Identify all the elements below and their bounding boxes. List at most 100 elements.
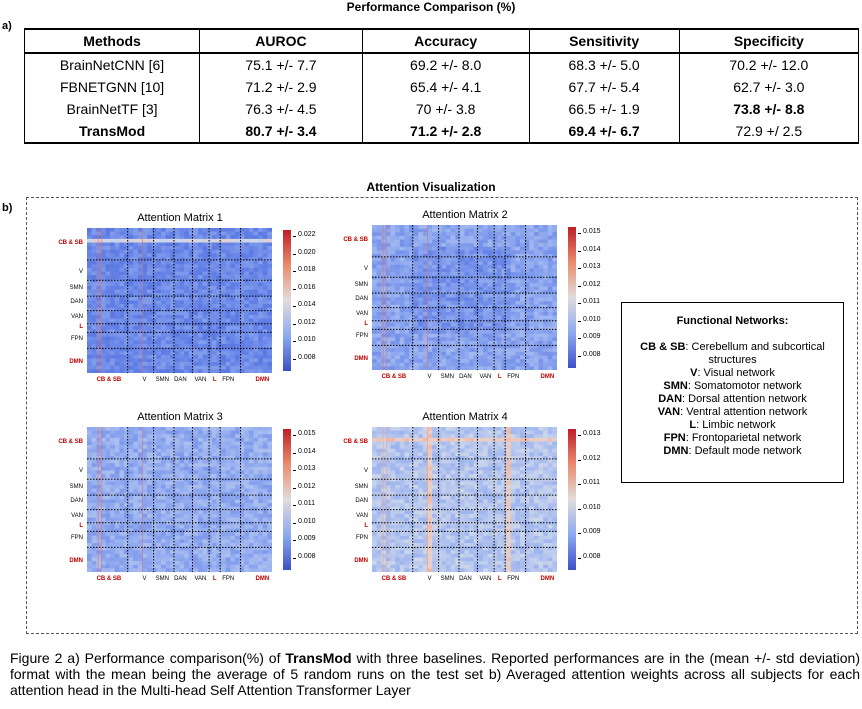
y-axis-label: VAN: [356, 512, 368, 519]
x-axis-label: CB & SB: [381, 576, 407, 582]
x-axis-label: VAN: [194, 576, 207, 582]
y-axis-label: DMN: [354, 557, 368, 564]
legend-desc: : Ventral attention network: [680, 406, 808, 418]
legend-desc: : Default mode network: [688, 445, 802, 457]
legend-item: L: Limbic network: [622, 419, 843, 432]
y-axis-label: DAN: [355, 296, 368, 303]
colorbar-tick: 0.013: [293, 465, 316, 473]
x-axis-label: CB & SB: [96, 576, 122, 582]
table-row: TransMod 80.7 +/- 3.4 71.2 +/- 2.8 69.4 +/-…: [23, 120, 860, 144]
colorbar-tick: 0.020: [293, 248, 316, 256]
y-axis-label: DMN: [354, 355, 368, 362]
table-row: FBNETGNN [10] 71.2 +/- 2.9 65.4 +/- 4.1 67.…: [23, 76, 860, 98]
x-axis-label: V: [427, 576, 432, 582]
x-axis-label: CB & SB: [381, 374, 407, 380]
table-cell: BrainNetCNN [6]: [23, 53, 201, 76]
colorbar-tick: 0.008: [578, 351, 601, 358]
visualization-frame: [26, 197, 858, 634]
x-axis-label: L: [212, 576, 217, 582]
legend-desc: : Visual network: [697, 367, 775, 379]
table-cell: 66.5 +/- 1.9: [528, 98, 680, 120]
y-axis-label: VAN: [71, 313, 83, 320]
matrix-title: Attention Matrix 3: [137, 411, 223, 423]
table-cell: 71.2 +/- 2.9: [199, 76, 363, 98]
table-cell: 71.2 +/- 2.8: [361, 120, 530, 144]
x-axis-label: DMN: [255, 377, 270, 383]
colorbar-tick: 0.014: [578, 245, 601, 253]
colorbar-tick: 0.015: [578, 228, 601, 235]
table-header-row: Methods AUROC Accuracy Sensitivity Speci…: [23, 28, 860, 54]
y-axis-label: DAN: [355, 498, 368, 505]
y-axis-label: V: [363, 467, 368, 474]
y-axis-label: FPN: [71, 335, 83, 342]
table-cell: 69.2 +/- 8.0: [361, 53, 530, 76]
x-axis-label: FPN: [507, 576, 520, 582]
legend-item: DAN: Dorsal attention network: [622, 393, 843, 406]
colorbar-tick: 0.014: [293, 447, 316, 455]
table-row: BrainNetTF [3] 76.3 +/- 4.5 70 +/- 3.8 66.5…: [23, 98, 860, 120]
colorbar-tick: 0.010: [293, 517, 316, 525]
colorbar-tick: 0.022: [293, 231, 316, 238]
x-axis-label: DMN: [540, 576, 555, 582]
legend-desc: : Limbic network: [696, 419, 776, 431]
legend-item: CB & SB: Cerebellum and subcortical stru…: [622, 341, 843, 367]
x-axis-label: L: [212, 377, 217, 383]
colorbar-tick: 0.008: [293, 354, 316, 361]
x-axis-label: DAN: [174, 377, 187, 383]
attention-heatmap: [372, 427, 557, 572]
y-axis-label: L: [79, 523, 83, 530]
y-axis-label: FPN: [356, 534, 368, 541]
y-axis-label: SMN: [69, 483, 83, 490]
matrix-title: Attention Matrix 4: [422, 411, 508, 423]
legend-item: SMN: Somatomotor network: [622, 380, 843, 393]
y-axis-label: CB & SB: [343, 236, 368, 243]
x-axis-label: FPN: [507, 374, 520, 380]
colorbar: [283, 230, 291, 371]
legend-item: VAN: Ventral attention network: [622, 406, 843, 419]
table-cell: 72.9 +/ 2.5: [678, 120, 860, 144]
colorbar-tick: 0.010: [578, 503, 601, 511]
caption-text-post: with three baselines. Reported performan…: [10, 650, 860, 698]
x-axis-label: L: [497, 374, 502, 380]
visualization-title: Attention Visualization: [366, 180, 496, 194]
table-cell: 62.7 +/- 3.0: [678, 76, 860, 98]
attention-heatmap: [87, 228, 272, 373]
x-axis-label: FPN: [222, 377, 235, 383]
table-cell: 70 +/- 3.8: [361, 98, 530, 120]
x-axis-label: V: [142, 377, 147, 383]
colorbar-tick: 0.009: [578, 528, 601, 536]
colorbar-tick: 0.013: [578, 263, 601, 271]
attention-heatmap: [87, 427, 272, 572]
legend-desc: : Somatomotor network: [687, 380, 802, 392]
colorbar-tick: 0.018: [293, 266, 316, 274]
table-title: Performance Comparison (%): [346, 0, 516, 14]
table-cell: 69.4 +/- 6.7: [528, 120, 680, 144]
colorbar-tick: 0.012: [578, 454, 601, 462]
y-axis-label: CB & SB: [58, 239, 83, 246]
attention-heatmap: [372, 225, 557, 370]
colorbar-tick: 0.011: [578, 479, 600, 487]
legend-abbr: SMN: [663, 380, 688, 392]
table-cell: 75.1 +/- 7.7: [199, 53, 363, 76]
x-axis-label: VAN: [194, 377, 207, 383]
matrix-title: Attention Matrix 1: [137, 212, 223, 224]
y-axis-label: FPN: [356, 332, 368, 339]
section-a-label: a): [2, 20, 12, 32]
colorbar-tick: 0.008: [293, 553, 316, 560]
y-axis-label: V: [78, 467, 83, 474]
colorbar-tick: 0.016: [293, 283, 316, 291]
x-axis-label: DAN: [174, 576, 187, 582]
colorbar-tick: 0.012: [293, 318, 316, 326]
x-axis-label: SMN: [155, 576, 169, 582]
colorbar: [568, 429, 576, 570]
x-axis-label: SMN: [155, 377, 169, 383]
colorbar-tick: 0.012: [578, 280, 601, 288]
y-axis-label: VAN: [71, 512, 83, 519]
caption-text-bold: TransMod: [285, 650, 352, 666]
y-axis-label: CB & SB: [343, 438, 368, 445]
colorbar-tick: 0.013: [578, 430, 601, 437]
legend-desc: : Cerebellum and subcortical structures: [685, 341, 825, 366]
y-axis-label: CB & SB: [58, 438, 83, 445]
table-cell: FBNETGNN [10]: [23, 76, 201, 98]
legend-item: DMN: Default mode network: [622, 445, 843, 458]
